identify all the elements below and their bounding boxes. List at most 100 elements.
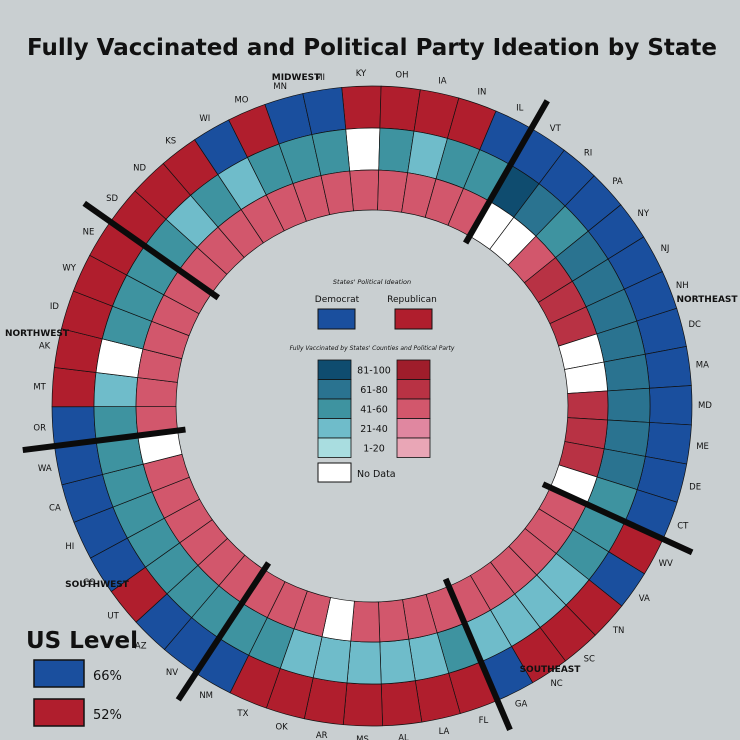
state-label-oh: OH (395, 70, 408, 80)
region-separator-4 (175, 561, 272, 702)
state-label-nh: NH (676, 281, 689, 291)
legend-bin-label-1: 81-100 (357, 366, 391, 377)
region-separator-3 (442, 577, 513, 732)
state-label-tx: TX (236, 709, 248, 719)
legend-bin-label-2: 61-80 (360, 385, 388, 396)
state-label-mi: MI (315, 73, 325, 83)
rings-group (51, 85, 693, 727)
state-label-ma: MA (696, 360, 709, 370)
state-label-nj: NJ (661, 244, 670, 254)
us-level-legend: US Level 66% 52% (26, 628, 138, 727)
state-label-wa: WA (38, 464, 52, 474)
dem-vax-segment-ky (345, 127, 381, 172)
legend-dem-bin-2 (317, 379, 352, 400)
legend-rep-bin-5 (396, 437, 431, 458)
region-label-midwest: MIDWEST (272, 73, 321, 83)
rep-vax-segment-mi (320, 170, 354, 216)
state-label-ia: IA (438, 77, 447, 87)
state-label-mn: MN (273, 82, 287, 92)
region-separator-6 (82, 200, 221, 301)
us-level-democrat-swatch (33, 659, 85, 688)
legend-bins: 81-100 61-80 41-60 21-40 1-20 (317, 359, 431, 458)
state-label-dc: DC (689, 320, 702, 330)
us-level-republican-swatch (33, 698, 85, 727)
us-level-title: US Level (26, 628, 138, 654)
us-level-democrat-value: 66% (93, 669, 122, 684)
state-labels: KY OH IA IN IL VT RI PA NY NJ NH DC MA MD ME DE CT WV VA TN… (33, 69, 712, 740)
us-level-republican-value: 52% (93, 708, 122, 723)
state-label-or: OR (33, 423, 46, 433)
legend-bin-label-5: 1-20 (363, 444, 385, 455)
state-label-ms: MS (356, 735, 369, 740)
state-label-pa: PA (612, 177, 623, 187)
state-label-wi: WI (199, 114, 210, 124)
state-label-me: ME (696, 442, 709, 452)
party-segment-oh (379, 85, 421, 132)
rep-vax-segment-md (567, 390, 609, 421)
state-label-vt: VT (550, 124, 562, 134)
legend-rep-bin-1 (396, 359, 431, 380)
region-separator-5 (22, 426, 186, 454)
state-label-sd: SD (106, 194, 118, 204)
dem-vax-segment-al (379, 638, 416, 685)
party-segment-ms (342, 682, 383, 727)
state-label-ky: KY (356, 69, 367, 79)
state-label-la: LA (439, 727, 450, 737)
region-label-northeast: NORTHEAST (676, 295, 738, 305)
state-label-ks: KS (165, 137, 176, 147)
state-label-al: AL (398, 734, 409, 740)
state-label-ri: RI (584, 149, 592, 159)
state-label-ct: CT (677, 522, 689, 532)
state-label-in: IN (477, 88, 486, 98)
state-label-wy: WY (62, 264, 76, 274)
legend-rep-bin-4 (396, 418, 431, 439)
center-legend: States' Political Ideation Democrat Repu… (290, 278, 455, 483)
dem-vax-segment-md (607, 387, 651, 423)
state-label-mo: MO (234, 96, 248, 106)
dem-vax-segment-ms (346, 640, 382, 685)
legend-ideation-title: States' Political Ideation (333, 278, 411, 286)
rep-vax-segment-ms (350, 600, 381, 643)
state-label-va: VA (639, 594, 650, 604)
legend-republican-label: Republican (387, 295, 437, 305)
state-label-mt: MT (33, 382, 46, 392)
party-segment-ky (341, 85, 382, 130)
region-label-northwest: NORTHWEST (5, 329, 70, 339)
state-label-nd: ND (133, 163, 146, 173)
state-label-md: MD (698, 401, 712, 411)
region-separator-1 (463, 99, 550, 245)
legend-bin-label-3: 41-60 (360, 405, 388, 416)
legend-no-data-label: No Data (357, 469, 396, 480)
state-label-id: ID (50, 302, 60, 312)
region-label-southwest: SOUTHWEST (65, 580, 130, 590)
legend-republican-swatch (394, 308, 433, 330)
dem-vax-segment-mt (93, 372, 139, 408)
region-separator-2 (541, 481, 694, 556)
legend-dem-bin-1 (317, 359, 352, 380)
state-label-nc: NC (550, 679, 562, 689)
state-label-nm: NM (199, 691, 213, 701)
legend-bin-label-4: 21-40 (360, 424, 388, 435)
state-label-ny: NY (638, 209, 650, 219)
party-segment-mt (51, 367, 97, 408)
rep-vax-segment-ky (349, 169, 380, 212)
state-label-ca: CA (49, 504, 61, 514)
state-label-de: DE (689, 482, 701, 492)
state-label-az: AZ (135, 642, 147, 652)
state-label-tn: TN (612, 626, 625, 636)
state-label-ar: AR (316, 731, 328, 740)
party-segment-al (380, 680, 423, 727)
state-label-ok: OK (275, 723, 288, 733)
state-label-wv: WV (659, 559, 673, 569)
legend-no-data-swatch (317, 462, 352, 483)
state-label-sc: SC (584, 654, 595, 664)
state-label-ga: GA (515, 700, 528, 710)
legend-dem-bin-3 (317, 398, 352, 419)
legend-democrat-swatch (317, 308, 356, 330)
state-label-fl: FL (479, 716, 489, 726)
legend-rep-bin-2 (396, 379, 431, 400)
region-label-southeast: SOUTHEAST (520, 665, 582, 675)
state-label-ak: AK (39, 342, 51, 352)
legend-dem-bin-4 (317, 418, 352, 439)
